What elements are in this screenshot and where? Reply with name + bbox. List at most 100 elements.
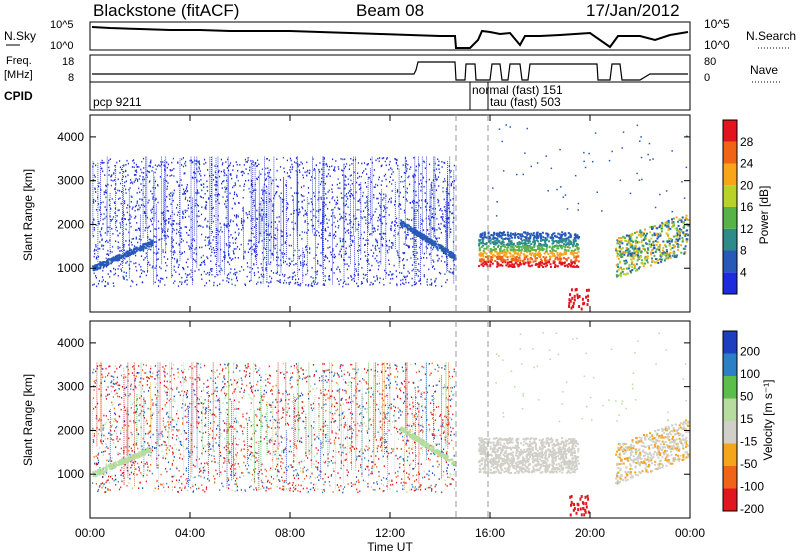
range-gate-cell [503,253,506,256]
range-gate-cell [432,241,435,244]
range-gate-cell [176,214,179,216]
range-gate-cell [171,161,173,164]
range-gate-cell [197,170,199,173]
range-gate-cell [310,459,312,461]
range-gate-cell [676,232,679,235]
range-gate-cell [271,277,273,280]
range-gate-cell [244,250,246,253]
range-gate-cell [569,240,572,243]
range-gate-cell [261,189,263,191]
range-gate-cell [314,177,316,179]
range-gate-cell [630,236,632,239]
range-gate-cell [136,283,138,286]
range-gate-cell [265,178,267,181]
range-gate-cell [352,194,354,197]
range-gate-cell [276,412,278,414]
range-gate-cell [422,229,425,231]
range-gate-cell [171,169,173,171]
range-gate-cell [193,171,195,173]
range-gate-cell [148,243,151,246]
range-gate-cell [232,258,234,260]
range-gate-cell [105,184,107,187]
range-gate-cell [185,188,187,190]
range-gate-cell [187,258,189,261]
range-gate-cell [570,288,573,292]
range-gate-cell [385,272,388,274]
range-gate-cell [396,189,399,191]
range-gate-cell [358,244,361,247]
range-gate-cell [273,197,275,200]
range-gate-cell [137,462,139,465]
range-gate-cell [303,254,305,256]
range-gate-cell [191,161,193,164]
range-gate-cell [265,213,267,216]
range-gate-cell [208,241,210,244]
range-gate-cell [682,222,685,225]
range-gate-cell [175,271,177,273]
range-gate-cell [359,188,361,190]
range-gate-cell [151,193,153,195]
range-gate-cell [668,255,671,258]
range-gate-cell [325,203,327,206]
range-gate-cell [642,265,645,268]
range-gate-cell [241,228,243,231]
range-gate-cell [501,264,504,267]
range-gate-cell [256,177,258,180]
range-gate-cell [114,272,117,275]
range-gate-cell [285,184,287,186]
range-gate-cell [162,278,164,280]
range-gate-cell [135,265,137,268]
range-gate-cell [202,254,204,257]
range-gate-cell [298,255,300,258]
range-gate-cell [437,254,439,257]
range-gate-cell [228,224,231,227]
range-gate-cell [624,236,627,239]
range-gate-cell [151,240,154,243]
range-gate-cell [587,288,590,292]
range-gate-cell [121,254,124,257]
range-gate-cell [390,246,392,248]
range-gate-cell [503,231,505,234]
range-gate-cell [405,236,407,238]
range-gate-cell [532,260,535,263]
range-gate-cell [252,161,254,163]
range-gate-cell [492,249,495,252]
range-gate-cell [118,253,121,256]
range-gate-cell [360,175,362,178]
range-gate-cell [136,202,138,204]
range-gate-cell [106,253,108,256]
range-gate-cell [517,243,520,246]
range-gate-cell [567,242,570,245]
range-gate-cell [166,188,168,190]
range-gate-cell [573,298,576,302]
range-gate-cell [289,379,291,381]
range-gate-cell [310,210,312,213]
range-gate-cell [434,242,437,245]
range-gate-cell [624,239,627,242]
range-gate-cell [230,173,232,175]
range-gate-cell [648,239,651,242]
range-gate-cell [664,224,667,227]
range-gate-cell [209,174,211,177]
range-gate-cell [344,204,346,207]
range-gate-cell [313,283,316,285]
range-gate-cell [297,411,300,414]
range-gate-cell [213,284,215,287]
range-gate-cell [217,229,219,232]
range-gate-cell [185,160,187,163]
range-gate-cell [136,200,138,203]
range-gate-cell [574,233,577,236]
range-gate-cell [262,216,264,218]
range-gate-cell [205,282,207,284]
range-gate-cell [675,238,678,241]
range-gate-cell [488,255,491,258]
range-gate-cell [155,236,157,238]
range-gate-cell [177,162,179,164]
range-gate-cell [181,281,183,284]
range-gate-cell [187,207,189,210]
range-gate-cell [233,273,235,275]
range-gate-cell [218,193,220,196]
range-gate-cell [655,243,658,246]
range-gate-cell [353,215,355,217]
range-gate-cell [266,281,268,283]
